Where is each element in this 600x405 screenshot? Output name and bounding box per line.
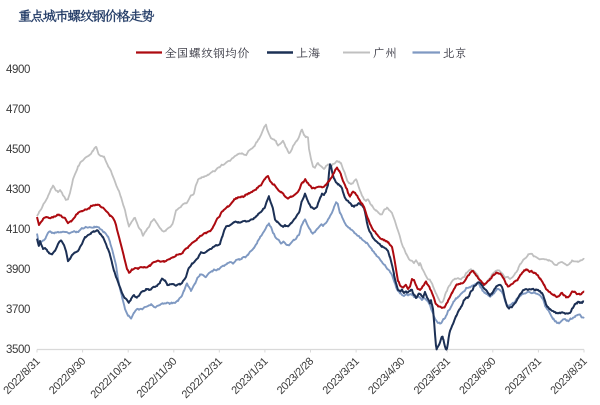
svg-text:4500: 4500 — [6, 144, 30, 156]
svg-text:3500: 3500 — [6, 344, 30, 356]
svg-text:3700: 3700 — [6, 304, 30, 316]
svg-text:4900: 4900 — [6, 64, 30, 76]
svg-text:4300: 4300 — [6, 184, 30, 196]
svg-text:3900: 3900 — [6, 264, 30, 276]
svg-text:4700: 4700 — [6, 104, 30, 116]
svg-text:4100: 4100 — [6, 224, 30, 236]
